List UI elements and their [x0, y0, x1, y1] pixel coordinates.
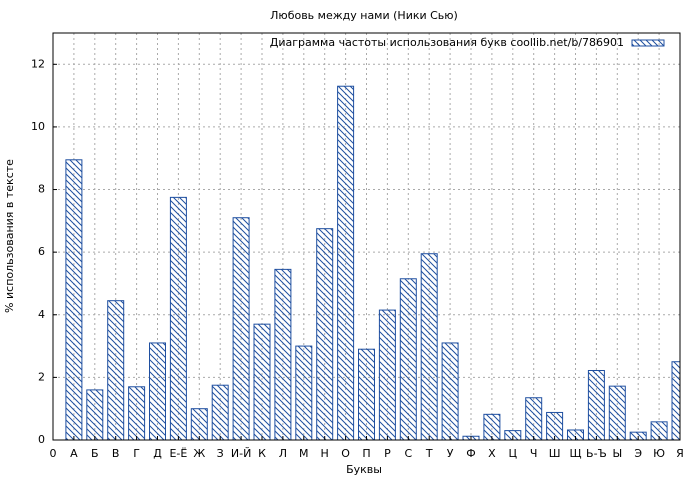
bar	[504, 430, 522, 440]
bar	[546, 411, 564, 440]
x-tick-label: Б	[91, 447, 99, 460]
x-tick-label: Ч	[530, 447, 538, 460]
y-tick-label: 12	[31, 57, 45, 70]
x-tick-label: 0	[50, 447, 57, 460]
bar	[399, 278, 417, 440]
x-tick-label: У	[447, 447, 454, 460]
x-tick-label: Щ	[569, 447, 581, 460]
x-tick-label: З	[217, 447, 224, 460]
bar	[253, 323, 271, 440]
bar	[190, 408, 208, 440]
x-tick-label: Ш	[549, 447, 561, 460]
bar	[316, 228, 334, 440]
y-tick-label: 6	[38, 245, 45, 258]
y-tick-label: 8	[38, 183, 45, 196]
x-tick-label: О	[341, 447, 350, 460]
legend-label: Диаграмма частоты использования букв coo…	[270, 36, 624, 49]
x-tick-label: Ю	[653, 447, 665, 460]
bar	[169, 196, 187, 440]
bar	[483, 413, 501, 440]
x-tick-label: И-Й	[231, 447, 251, 460]
y-axis-label: % использования в тексте	[3, 159, 16, 313]
y-tick-label: 10	[31, 120, 45, 133]
x-tick-label: Ф	[466, 447, 475, 460]
x-tick-label: М	[299, 447, 309, 460]
chart-title: Любовь между нами (Ники Сью)	[270, 9, 458, 22]
x-tick-label: П	[362, 447, 370, 460]
x-tick-label: Н	[321, 447, 329, 460]
bar	[128, 386, 146, 440]
legend-swatch	[631, 39, 665, 47]
bar	[650, 421, 668, 440]
x-tick-label: К	[258, 447, 266, 460]
bar	[587, 369, 605, 440]
y-tick-label: 4	[38, 308, 45, 321]
x-tick-label: Ь-Ъ	[586, 447, 607, 460]
bar	[211, 384, 229, 440]
x-tick-label: Р	[384, 447, 391, 460]
bar	[525, 397, 543, 440]
bar	[295, 345, 313, 440]
y-tick-label: 2	[38, 370, 45, 383]
bar	[86, 389, 104, 440]
y-tick-label: 0	[38, 433, 45, 446]
bar	[420, 253, 438, 440]
x-tick-label: В	[112, 447, 120, 460]
x-tick-label: Т	[425, 447, 433, 460]
x-tick-label: Ц	[509, 447, 518, 460]
x-tick-label: Э	[634, 447, 642, 460]
x-tick-label: Ы	[612, 447, 622, 460]
x-tick-label: Е-Ё	[169, 447, 187, 460]
x-tick-label: А	[70, 447, 78, 460]
x-tick-label: Л	[279, 447, 287, 460]
bar	[337, 85, 355, 440]
bar	[358, 348, 375, 440]
bar	[441, 342, 459, 440]
x-tick-label: Д	[153, 447, 162, 460]
x-tick-label: Я	[676, 447, 684, 460]
bar	[65, 159, 83, 440]
legend: Диаграмма частоты использования букв coo…	[270, 36, 665, 49]
bar	[671, 361, 680, 440]
bar	[149, 342, 166, 440]
bar	[274, 268, 292, 440]
bar	[378, 309, 396, 440]
bar	[608, 385, 626, 440]
x-tick-label: Ж	[193, 447, 205, 460]
bar	[232, 217, 250, 440]
x-tick-label: С	[404, 447, 412, 460]
x-axis-label: Буквы	[346, 463, 382, 476]
x-tick-label: Г	[133, 447, 140, 460]
bar	[107, 300, 125, 440]
x-tick-label: Х	[488, 447, 496, 460]
